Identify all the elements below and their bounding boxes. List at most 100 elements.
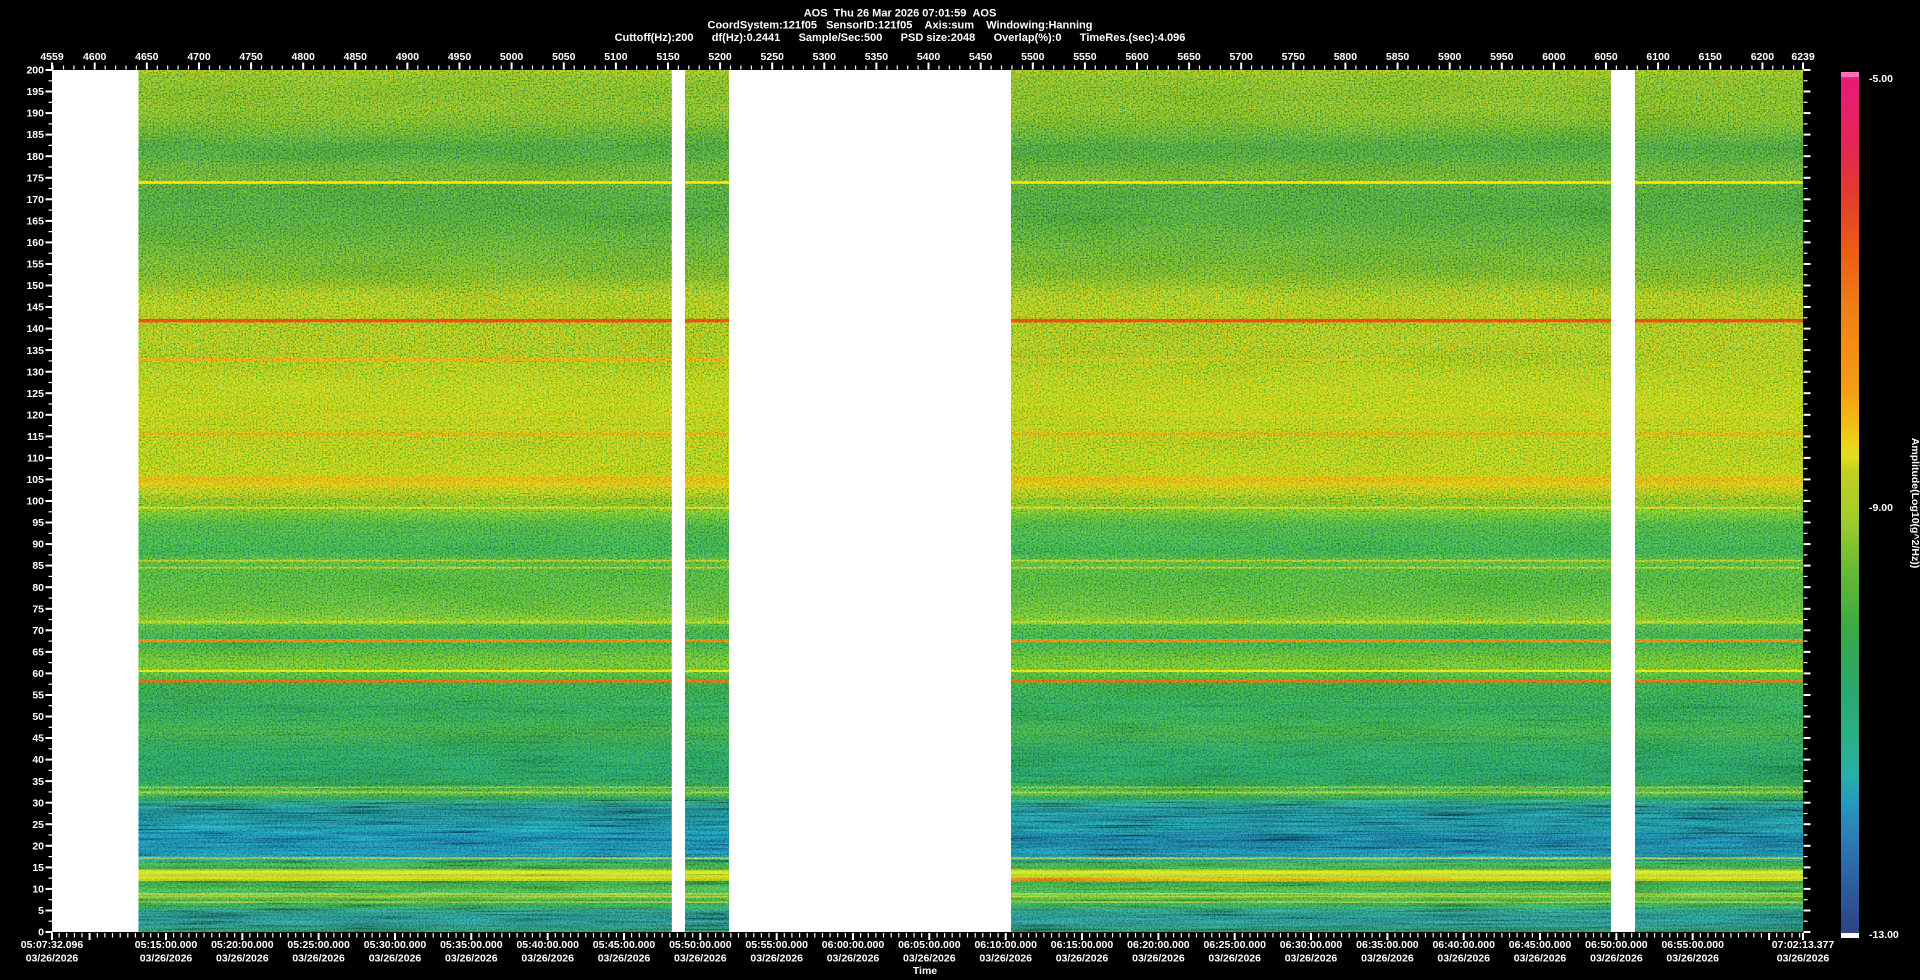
svg-text:140: 140 [26,323,44,335]
svg-text:6050: 6050 [1594,51,1618,63]
svg-text:5200: 5200 [708,51,732,63]
svg-text:100: 100 [26,496,44,508]
svg-text:30: 30 [32,797,44,809]
svg-text:5150: 5150 [656,51,680,63]
svg-text:5850: 5850 [1386,51,1410,63]
svg-text:03/26/2026: 03/26/2026 [216,953,269,965]
svg-text:5450: 5450 [969,51,993,63]
svg-text:05:07:32.096: 05:07:32.096 [21,939,84,951]
svg-text:03/26/2026: 03/26/2026 [1132,953,1185,965]
svg-text:65: 65 [32,647,44,659]
svg-text:5900: 5900 [1438,51,1462,63]
svg-text:06:35:00.000: 06:35:00.000 [1356,939,1419,951]
svg-text:40: 40 [32,754,44,766]
svg-text:06:20:00.000: 06:20:00.000 [1127,939,1190,951]
svg-text:-5.00: -5.00 [1869,73,1893,85]
svg-text:10: 10 [32,884,44,896]
svg-text:05:50:00.000: 05:50:00.000 [669,939,732,951]
svg-text:03/26/2026: 03/26/2026 [598,953,651,965]
svg-text:06:55:00.000: 06:55:00.000 [1661,939,1724,951]
svg-text:03/26/2026: 03/26/2026 [140,953,193,965]
svg-text:5950: 5950 [1490,51,1514,63]
svg-text:5400: 5400 [917,51,941,63]
svg-text:200: 200 [26,65,44,77]
svg-text:180: 180 [26,151,44,163]
svg-text:03/26/2026: 03/26/2026 [979,953,1032,965]
svg-text:06:05:00.000: 06:05:00.000 [898,939,961,951]
svg-text:5000: 5000 [500,51,524,63]
svg-text:Cuttoff(Hz):200 df(Hz):0.: Cuttoff(Hz):200 df(Hz):0.2441 Sample/Sec… [615,32,1186,44]
svg-text:35: 35 [32,776,44,788]
svg-text:195: 195 [26,86,44,98]
svg-text:185: 185 [26,129,44,141]
svg-text:175: 175 [26,172,44,184]
svg-text:03/26/2026: 03/26/2026 [1285,953,1338,965]
svg-text:03/26/2026: 03/26/2026 [827,953,880,965]
svg-text:155: 155 [26,259,44,271]
svg-text:5350: 5350 [865,51,889,63]
svg-text:03/26/2026: 03/26/2026 [903,953,956,965]
svg-text:03/26/2026: 03/26/2026 [1437,953,1490,965]
svg-text:5100: 5100 [604,51,628,63]
svg-text:145: 145 [26,302,44,314]
svg-text:5500: 5500 [1021,51,1045,63]
svg-text:150: 150 [26,280,44,292]
svg-text:03/26/2026: 03/26/2026 [750,953,803,965]
svg-text:5700: 5700 [1230,51,1254,63]
svg-text:130: 130 [26,366,44,378]
svg-text:135: 135 [26,345,44,357]
svg-text:5550: 5550 [1073,51,1097,63]
svg-text:50: 50 [32,711,44,723]
svg-text:105: 105 [26,474,44,486]
svg-text:06:25:00.000: 06:25:00.000 [1203,939,1266,951]
svg-text:75: 75 [32,603,44,615]
svg-text:85: 85 [32,560,44,572]
svg-text:06:00:00.000: 06:00:00.000 [822,939,885,951]
svg-text:06:45:00.000: 06:45:00.000 [1509,939,1572,951]
svg-text:05:25:00.000: 05:25:00.000 [287,939,350,951]
svg-text:06:40:00.000: 06:40:00.000 [1432,939,1495,951]
svg-text:90: 90 [32,539,44,551]
svg-text:25: 25 [32,819,44,831]
svg-text:6100: 6100 [1646,51,1670,63]
svg-text:4559: 4559 [40,51,64,63]
svg-text:03/26/2026: 03/26/2026 [1777,953,1830,965]
svg-text:Amplitude(Log10(g^2/Hz)): Amplitude(Log10(g^2/Hz)) [1909,438,1920,568]
svg-text:5300: 5300 [813,51,837,63]
svg-text:5250: 5250 [761,51,785,63]
svg-text:05:55:00.000: 05:55:00.000 [745,939,808,951]
svg-text:CoordSystem:121f05 SensorID:: CoordSystem:121f05 SensorID:121f05 Axis:… [708,20,1093,32]
svg-text:5600: 5600 [1125,51,1149,63]
svg-text:4950: 4950 [448,51,472,63]
svg-text:6150: 6150 [1699,51,1723,63]
svg-text:07:02:13.377: 07:02:13.377 [1772,939,1835,951]
svg-text:5750: 5750 [1282,51,1306,63]
svg-text:55: 55 [32,690,44,702]
svg-text:03/26/2026: 03/26/2026 [521,953,574,965]
svg-text:45: 45 [32,733,44,745]
svg-text:05:20:00.000: 05:20:00.000 [211,939,274,951]
svg-text:03/26/2026: 03/26/2026 [26,953,79,965]
svg-text:03/26/2026: 03/26/2026 [1056,953,1109,965]
svg-text:5650: 5650 [1177,51,1201,63]
svg-text:6239: 6239 [1791,51,1815,63]
svg-text:03/26/2026: 03/26/2026 [445,953,498,965]
svg-text:190: 190 [26,108,44,120]
svg-text:170: 170 [26,194,44,206]
svg-text:4600: 4600 [83,51,107,63]
svg-text:4900: 4900 [396,51,420,63]
svg-text:6000: 6000 [1542,51,1566,63]
svg-text:125: 125 [26,388,44,400]
svg-text:80: 80 [32,582,44,594]
svg-text:06:10:00.000: 06:10:00.000 [974,939,1037,951]
svg-text:03/26/2026: 03/26/2026 [369,953,422,965]
svg-text:95: 95 [32,517,44,529]
svg-text:20: 20 [32,840,44,852]
svg-text:70: 70 [32,625,44,637]
svg-text:03/26/2026: 03/26/2026 [1361,953,1414,965]
svg-text:03/26/2026: 03/26/2026 [1514,953,1567,965]
svg-text:05:15:00.000: 05:15:00.000 [135,939,198,951]
svg-text:4750: 4750 [239,51,263,63]
svg-text:05:35:00.000: 05:35:00.000 [440,939,503,951]
svg-text:03/26/2026: 03/26/2026 [292,953,345,965]
